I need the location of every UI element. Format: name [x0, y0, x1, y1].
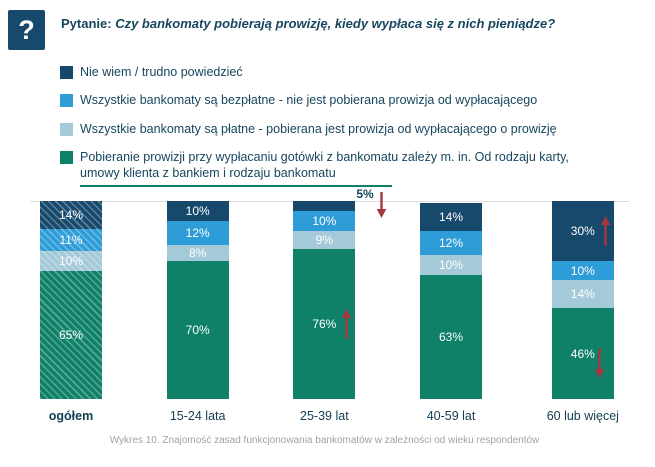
- category-label: 15-24 lata: [169, 409, 226, 424]
- bar-segment-blue: 11%: [40, 229, 102, 251]
- bar-segment-lightblue: 10%: [420, 254, 483, 275]
- segment-value: 14%: [439, 210, 464, 225]
- category-label: 40-59 lat: [426, 409, 476, 424]
- legend-label: Nie wiem / trudno powiedzieć: [80, 64, 243, 80]
- bar-segment-navy: 14%: [420, 203, 483, 231]
- legend-swatch-navy: [60, 66, 73, 79]
- legend-label: Wszystkie bankomaty są bezpłatne - nie j…: [80, 92, 537, 108]
- header: ? Pytanie: Czy bankomaty pobierają prowi…: [8, 10, 641, 50]
- bar-segment-lightblue: 14%: [551, 280, 614, 309]
- category-label: 60 lub więcej: [546, 409, 619, 424]
- trend-arrow: [594, 347, 605, 378]
- bar-box: 70% 8% 12% 10%: [166, 201, 229, 400]
- bar-segment-blue: 12%: [420, 230, 483, 255]
- segment-value: 10%: [185, 204, 210, 219]
- trend-down-arrow-icon: [376, 192, 386, 219]
- trend-arrow: [341, 309, 352, 340]
- segment-value: 11%: [59, 232, 83, 247]
- segment-value: 70%: [185, 322, 210, 337]
- legend-item: Pobieranie prowizji przy wypłacaniu gotó…: [60, 149, 641, 188]
- stacked-bar: 76% 9% 10% 5%: [293, 187, 386, 400]
- bar-segment-blue: 10%: [293, 211, 356, 231]
- bar-segment-lightblue: 8%: [166, 244, 229, 261]
- trend-up-arrow-icon: [342, 309, 352, 340]
- bar-segment-green: 70%: [166, 260, 229, 400]
- legend: Nie wiem / trudno powiedzieć Wszystkie ba…: [60, 64, 641, 188]
- title-question-text: Czy bankomaty pobierają prowizję, kiedy …: [115, 16, 556, 31]
- segment-value: 14%: [58, 208, 84, 223]
- segment-value: 10%: [570, 263, 595, 278]
- category-label: 25-39 lat: [300, 409, 349, 424]
- segment-value: 5%: [356, 187, 374, 202]
- segment-value: 46%: [570, 346, 595, 361]
- stacked-bar: 70% 8% 12% 10%: [166, 201, 229, 400]
- trend-down-arrow-icon: [594, 347, 605, 378]
- legend-item: Wszystkie bankomaty są bezpłatne - nie j…: [60, 92, 641, 108]
- segment-value: 12%: [185, 225, 210, 240]
- bar-column-2: 70% 8% 12% 10% 15-24 lata: [166, 201, 229, 424]
- segment-value: 14%: [570, 287, 595, 302]
- bar-segment-navy: 10%: [166, 201, 229, 222]
- bar-segment-lightblue: 9%: [293, 230, 356, 249]
- bar-segment-green: 46%: [551, 308, 614, 400]
- bar-box: 76% 9% 10% 5%: [293, 187, 386, 400]
- trend-arrow: [600, 215, 611, 246]
- segment-value: 10%: [439, 257, 464, 272]
- segment-value: 10%: [312, 214, 337, 229]
- stacked-bar-chart: 65% 10% 11% 14% ogółem 70% 8% 12% 10% 15-24 lata 7…: [30, 187, 629, 424]
- segment-value: 63%: [439, 329, 464, 344]
- legend-label-line: Nie wiem / trudno powiedzieć: [80, 65, 243, 79]
- segment-value: 10%: [58, 253, 84, 268]
- bar-box: 46% 14% 10% 30%: [551, 201, 614, 400]
- legend-label: Wszystkie bankomaty są płatne - pobieran…: [80, 121, 557, 137]
- bar-segment-blue: 10%: [551, 260, 614, 281]
- legend-label: Pobieranie prowizji przy wypłacaniu gotó…: [80, 149, 569, 188]
- trend-up-arrow-icon: [600, 215, 611, 246]
- title-prefix: Pytanie:: [61, 16, 112, 31]
- question-mark-icon: ?: [8, 10, 45, 50]
- bar-column-4: 63% 10% 12% 14% 40-59 lat: [420, 201, 483, 424]
- bar-column-1: 65% 10% 11% 14% ogółem: [40, 201, 102, 423]
- segment-value: 76%: [312, 317, 337, 332]
- legend-label-line: Wszystkie bankomaty są płatne - pobieran…: [80, 121, 557, 136]
- legend-label-line: Wszystkie bankomaty są bezpłatne - nie j…: [80, 93, 538, 108]
- bar-segment-green: 65%: [40, 270, 102, 400]
- bar-segment-green: 76%: [293, 248, 356, 400]
- bar-columns: 65% 10% 11% 14% ogółem 70% 8% 12% 10% 15-24 lata 7…: [30, 187, 629, 424]
- segment-value: 30%: [570, 223, 595, 238]
- legend-swatch-lightblue: [60, 122, 73, 136]
- bar-column-5: 46% 14% 10% 30% 60 lub więcej: [547, 201, 619, 423]
- stacked-bar: 46% 14% 10% 30%: [551, 201, 614, 400]
- bar-column-3: 76% 9% 10% 5% 25-39 lat: [293, 187, 386, 424]
- chart-caption: Wykres 10. Znajomość zasad funkcjonowani…: [109, 435, 540, 447]
- bar-segment-navy: 14%: [40, 201, 102, 229]
- bar-box: 63% 10% 12% 14%: [420, 201, 483, 400]
- segment-value-outside: 5%: [356, 187, 386, 219]
- bar-segment-blue: 12%: [166, 221, 229, 245]
- stacked-bar: 65% 10% 11% 14%: [40, 201, 102, 400]
- legend-swatch-blue: [60, 94, 73, 108]
- stacked-bar: 63% 10% 12% 14%: [420, 203, 483, 400]
- question-title: Pytanie: Czy bankomaty pobierają prowizj…: [61, 10, 555, 33]
- bar-box: 65% 10% 11% 14%: [40, 201, 102, 400]
- legend-item: Wszystkie bankomaty są płatne - pobieran…: [60, 121, 641, 137]
- segment-value: 9%: [315, 232, 334, 247]
- legend-swatch-green: [60, 150, 73, 164]
- legend-item: Nie wiem / trudno powiedzieć: [60, 64, 641, 80]
- bar-segment-lightblue: 10%: [40, 250, 102, 271]
- segment-value: 65%: [58, 327, 84, 342]
- bar-segment-navy: [293, 201, 356, 212]
- legend-label-line: umowy klienta z bankiem i rodzaju bankom…: [80, 165, 392, 188]
- legend-label-line: Pobieranie prowizji przy wypłacaniu gotó…: [80, 149, 569, 164]
- bar-segment-navy: 30%: [551, 201, 614, 261]
- category-label: ogółem: [48, 409, 94, 424]
- segment-value: 12%: [439, 235, 464, 250]
- bar-segment-green: 63%: [420, 274, 483, 400]
- segment-value: 8%: [189, 245, 207, 260]
